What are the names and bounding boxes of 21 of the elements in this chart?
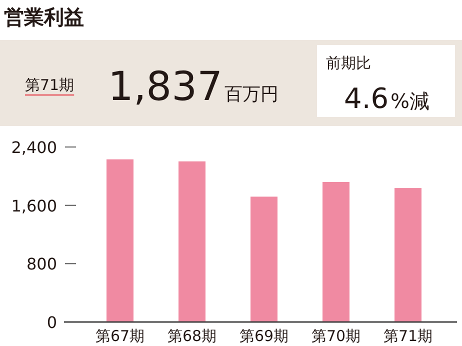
text: %減 [390, 89, 430, 113]
x-tick-label: 第69期 [239, 327, 289, 345]
text: 百万円 [224, 84, 279, 105]
bar [322, 182, 350, 322]
text: 前期比 [326, 54, 371, 72]
x-tick-label: 第70期 [311, 327, 361, 345]
bar [106, 159, 134, 322]
x-tick-label: 第71期 [383, 327, 433, 345]
text: 第71期 [25, 76, 74, 94]
bar [394, 188, 422, 322]
x-tick-label: 第67期 [95, 327, 145, 345]
chart-title: 営業利益 [4, 5, 84, 29]
y-tick-label: 0 [46, 313, 57, 332]
y-tick-label: 800 [26, 254, 57, 274]
y-tick-label: 1,600 [11, 196, 57, 216]
bar [178, 161, 206, 322]
y-tick-label: 2,400 [11, 138, 57, 157]
bar [250, 196, 278, 322]
text: 4.6 [344, 82, 389, 115]
x-tick-label: 第68期 [167, 327, 217, 345]
text: 1,837 [108, 64, 223, 110]
